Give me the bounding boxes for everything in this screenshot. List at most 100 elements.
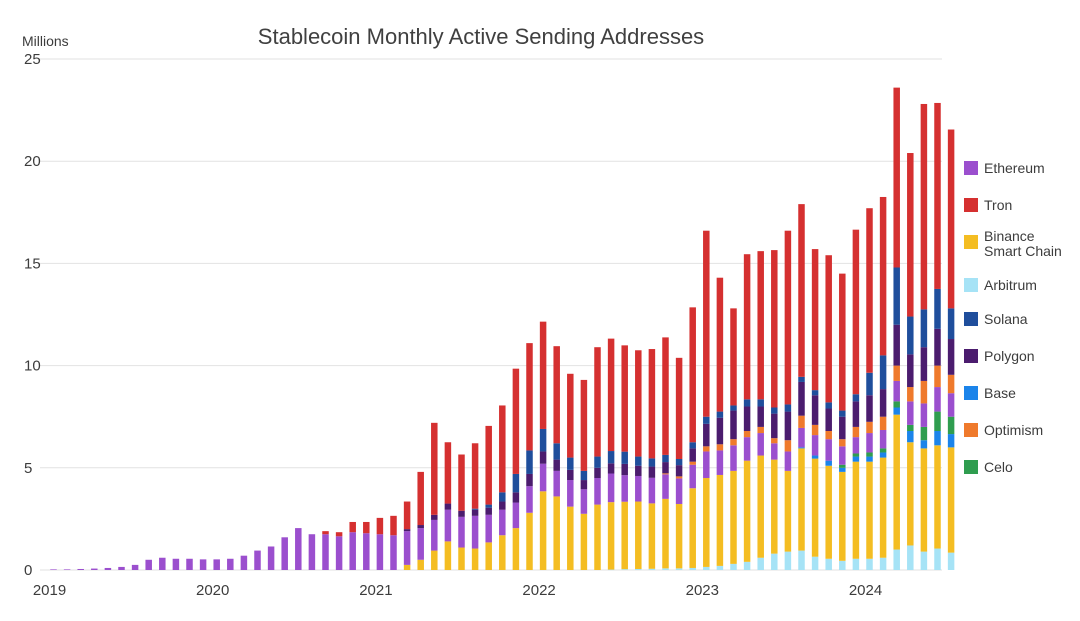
bar-segment-base	[893, 407, 900, 415]
gridlines	[40, 58, 942, 571]
bar-segment-polygon	[662, 462, 669, 474]
bar-segment-tron	[594, 347, 601, 457]
legend-item-solana: Solana	[964, 311, 1028, 327]
bar-segment-tron	[635, 350, 642, 457]
bar-segment-binance-smart-chain	[526, 512, 533, 570]
bar-segment-binance-smart-chain	[689, 488, 696, 568]
y-tick-label: 20	[24, 153, 41, 170]
bar-segment-arbitrum	[730, 563, 737, 570]
bar-segment-polygon	[458, 510, 465, 517]
bar-segment-base	[852, 456, 860, 462]
bar-segment-arbitrum	[839, 560, 846, 570]
bar-segment-base	[839, 467, 846, 472]
bar-segment-ethereum	[839, 446, 846, 465]
bar-segment-ethereum	[77, 568, 84, 570]
bar-segment-tron	[580, 379, 588, 471]
legend-label: Tron	[984, 197, 1012, 213]
bar-segment-ethereum	[485, 514, 492, 543]
bar-segment-arbitrum	[635, 568, 642, 570]
bar-segment-optimism	[689, 461, 696, 465]
bar-segment-polygon	[757, 406, 764, 427]
bar-segment-polygon	[703, 423, 710, 447]
bar-segment-solana	[499, 492, 506, 502]
bar-segment-ethereum	[879, 429, 887, 449]
bar-segment-optimism	[716, 444, 724, 451]
bar-segment-arbitrum	[920, 551, 928, 570]
y-tick-label: 5	[24, 460, 32, 477]
legend-swatch	[964, 349, 978, 363]
bar-segment-base	[920, 440, 928, 449]
bar-segment-ethereum	[172, 558, 180, 570]
bar-segment-tron	[567, 373, 574, 458]
bar-stack-2019-11	[186, 558, 193, 570]
bar-segment-optimism	[947, 374, 955, 394]
bar-segment-tron	[526, 343, 533, 451]
legend-swatch	[964, 312, 978, 326]
bar-segment-ethereum	[403, 531, 411, 565]
x-tick-label: 2024	[849, 582, 882, 599]
bar-segment-binance-smart-chain	[675, 503, 683, 569]
bar-segment-binance-smart-chain	[703, 478, 710, 567]
bar-stack-2020-03	[240, 555, 248, 570]
bar-segment-solana	[879, 355, 887, 390]
bar-segment-polygon	[648, 466, 656, 478]
bar-segment-polygon	[716, 417, 724, 445]
bar-segment-binance-smart-chain	[648, 503, 656, 569]
bar-segment-tron	[811, 249, 819, 391]
bar-segment-ethereum	[553, 470, 560, 497]
bar-stack-2019-12	[199, 559, 207, 570]
bar-stack-2023-09	[811, 249, 819, 570]
bar-stack-2021-07	[458, 454, 465, 570]
bar-segment-tron	[403, 501, 411, 530]
legend-item-binance-smart-chain: Binance Smart Chain	[964, 228, 1062, 259]
bar-segment-binance-smart-chain	[635, 501, 642, 569]
bar-segment-celo	[934, 411, 941, 432]
bar-segment-optimism	[907, 387, 914, 402]
bar-segment-optimism	[784, 440, 792, 452]
bar-segment-tron	[920, 103, 928, 310]
bar-segment-optimism	[893, 365, 900, 381]
bar-stack-2021-06	[444, 442, 452, 570]
bar-segment-ethereum	[716, 450, 724, 475]
bar-segment-tron	[907, 153, 914, 317]
chart-title: Stablecoin Monthly Active Sending Addres…	[258, 24, 704, 49]
bar-segment-ethereum	[295, 528, 302, 570]
bar-segment-ethereum	[254, 550, 261, 570]
bar-segment-ethereum	[621, 475, 628, 502]
bar-segment-polygon	[512, 492, 520, 503]
bar-segment-binance-smart-chain	[920, 448, 928, 552]
bar-stack-2022-02	[553, 346, 560, 570]
x-axis-ticks: 2019 2020 2021 2022 2023 2024	[33, 582, 882, 599]
bar-segment-arbitrum	[934, 548, 941, 570]
bar-segment-celo	[879, 448, 887, 453]
y-tick-label: 15	[24, 255, 41, 272]
bar-segment-tron	[607, 338, 615, 452]
bar-segment-binance-smart-chain	[947, 447, 955, 553]
bar-stack-2020-11	[349, 521, 356, 570]
bar-segment-optimism	[662, 473, 669, 475]
legend-label: Arbitrum	[984, 277, 1037, 293]
y-axis-unit-label: Millions	[22, 33, 69, 49]
bar-stack-2019-10	[172, 558, 180, 570]
bar-segment-solana	[580, 470, 588, 481]
bar-stack-2020-08	[308, 534, 316, 570]
bar-segment-tron	[458, 454, 465, 511]
bar-segment-celo	[893, 401, 900, 408]
bar-segment-celo	[947, 416, 955, 435]
bar-segment-celo	[852, 453, 860, 457]
bar-segment-tron	[431, 422, 438, 515]
bar-segment-solana	[839, 410, 846, 417]
bar-segment-ethereum	[267, 546, 275, 570]
bar-stack-2023-08	[798, 204, 805, 570]
bar-segment-polygon	[635, 465, 642, 476]
bar-segment-binance-smart-chain	[866, 461, 873, 559]
bar-segment-solana	[757, 399, 764, 407]
bar-segment-arbitrum	[716, 565, 724, 570]
bar-segment-ethereum	[186, 558, 193, 570]
bar-stack-2023-04	[743, 254, 751, 570]
bar-segment-binance-smart-chain	[499, 535, 506, 570]
bar-segment-ethereum	[390, 535, 397, 570]
bar-segment-solana	[825, 402, 832, 409]
bar-segment-solana	[689, 442, 696, 449]
